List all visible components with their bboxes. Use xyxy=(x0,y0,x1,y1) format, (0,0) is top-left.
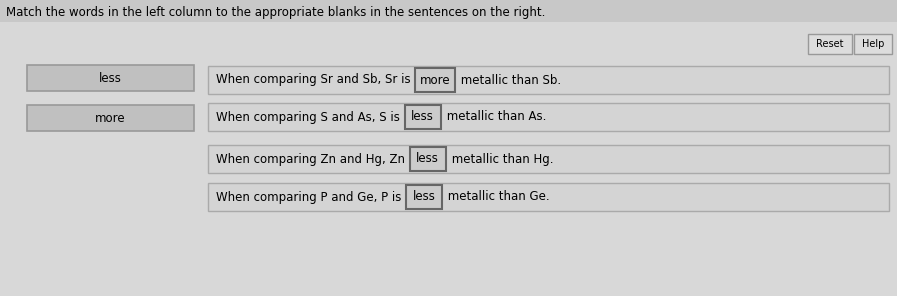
Text: metallic than Ge.: metallic than Ge. xyxy=(444,191,550,204)
Text: more: more xyxy=(420,73,450,86)
FancyBboxPatch shape xyxy=(208,183,889,211)
Text: metallic than As.: metallic than As. xyxy=(442,110,546,123)
FancyBboxPatch shape xyxy=(854,34,892,54)
Text: more: more xyxy=(95,112,126,125)
Text: Reset: Reset xyxy=(816,39,844,49)
Text: When comparing Zn and Hg, Zn: When comparing Zn and Hg, Zn xyxy=(216,152,409,165)
FancyBboxPatch shape xyxy=(415,68,456,92)
Text: less: less xyxy=(413,191,436,204)
Text: metallic than Sb.: metallic than Sb. xyxy=(457,73,562,86)
Text: less: less xyxy=(416,152,440,165)
Text: Match the words in the left column to the appropriate blanks in the sentences on: Match the words in the left column to th… xyxy=(6,6,545,19)
FancyBboxPatch shape xyxy=(208,145,889,173)
FancyBboxPatch shape xyxy=(208,66,889,94)
FancyBboxPatch shape xyxy=(808,34,852,54)
Text: Help: Help xyxy=(862,39,884,49)
Text: less: less xyxy=(99,72,122,84)
Text: metallic than Hg.: metallic than Hg. xyxy=(448,152,553,165)
FancyBboxPatch shape xyxy=(208,103,889,131)
FancyBboxPatch shape xyxy=(410,147,446,171)
FancyBboxPatch shape xyxy=(405,105,440,129)
FancyBboxPatch shape xyxy=(27,105,194,131)
FancyBboxPatch shape xyxy=(0,22,897,296)
Text: When comparing P and Ge, P is: When comparing P and Ge, P is xyxy=(216,191,405,204)
Text: When comparing Sr and Sb, Sr is: When comparing Sr and Sb, Sr is xyxy=(216,73,414,86)
Text: When comparing S and As, S is: When comparing S and As, S is xyxy=(216,110,404,123)
FancyBboxPatch shape xyxy=(406,185,442,209)
Text: less: less xyxy=(411,110,434,123)
FancyBboxPatch shape xyxy=(27,65,194,91)
